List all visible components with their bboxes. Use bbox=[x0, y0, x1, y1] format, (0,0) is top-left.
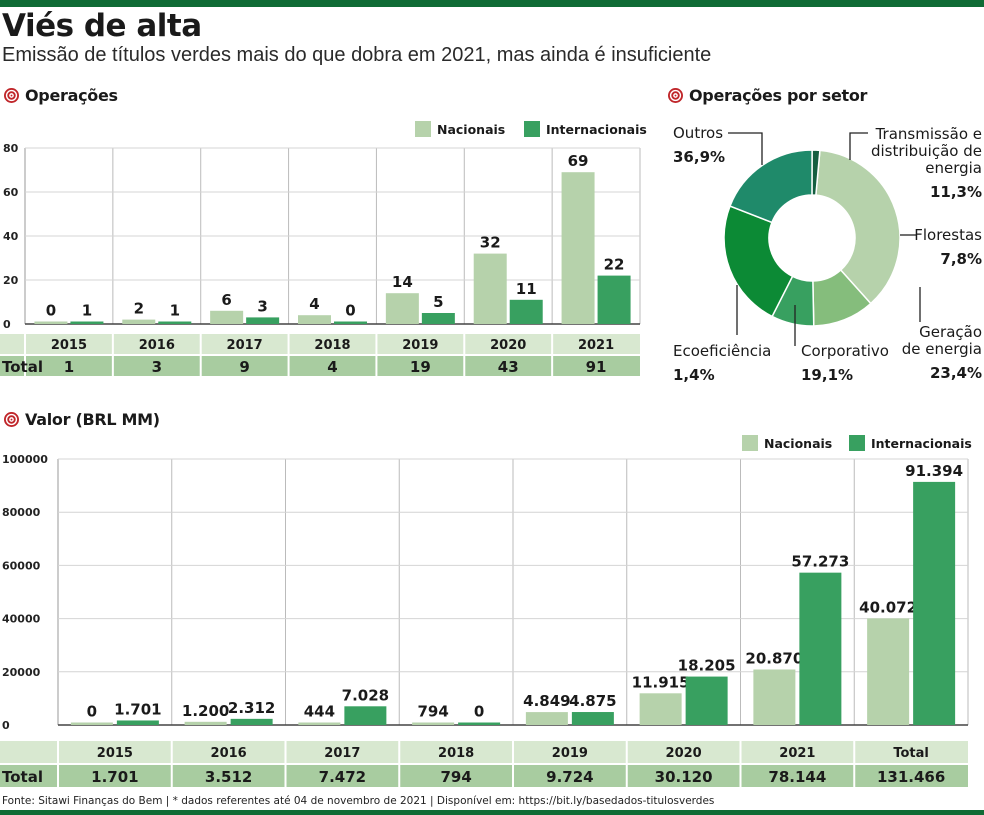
y-tick-label: 0 bbox=[3, 318, 11, 331]
data-label: 6 bbox=[221, 291, 231, 309]
bar-internacionais-2018 bbox=[334, 321, 367, 324]
data-label: 3 bbox=[257, 297, 267, 315]
data-label: 11 bbox=[516, 280, 537, 298]
bar-internacionais-2016 bbox=[158, 321, 192, 324]
legend-swatch-internacionais bbox=[524, 121, 540, 137]
legend-swatch-nacionais bbox=[415, 121, 431, 137]
total-value: 9 bbox=[239, 358, 249, 376]
total-row-bg bbox=[0, 356, 640, 376]
top-rule bbox=[0, 0, 984, 7]
bar-nacionais-2021 bbox=[561, 172, 595, 324]
x-tick-label: 2019 bbox=[402, 338, 438, 353]
bar-nacionais-2018 bbox=[298, 315, 331, 324]
total-value: 1 bbox=[64, 358, 74, 376]
data-label: 1 bbox=[170, 302, 180, 320]
x-tick-label: 2015 bbox=[51, 338, 87, 353]
section-valor-title: Valor (BRL MM) bbox=[25, 410, 160, 429]
x-tick-label: 2020 bbox=[490, 338, 526, 353]
data-label: 69 bbox=[568, 152, 589, 170]
data-label: 32 bbox=[480, 234, 501, 252]
bar-internacionais-2020 bbox=[509, 299, 543, 324]
legend-label-internacionais: Internacionais bbox=[546, 122, 647, 137]
bar-nacionais-2020 bbox=[473, 253, 507, 324]
y-tick-label: 40 bbox=[3, 230, 19, 243]
data-label: 22 bbox=[604, 256, 625, 274]
data-label: 4 bbox=[309, 295, 319, 313]
bar-internacionais-2017 bbox=[246, 317, 280, 324]
page-title: Viés de alta bbox=[2, 8, 202, 44]
source-note: Fonte: Sitawi Finanças do Bem | * dados … bbox=[2, 795, 715, 807]
data-label: 14 bbox=[392, 273, 413, 291]
total-row-label: Total bbox=[2, 358, 43, 376]
data-label: 5 bbox=[433, 293, 443, 311]
total-value: 4 bbox=[327, 358, 337, 376]
x-tick-label: 2018 bbox=[314, 338, 350, 353]
y-tick-label: 20 bbox=[3, 274, 19, 287]
y-tick-label: 80 bbox=[3, 142, 19, 155]
section-setor-heading: Operações por setor bbox=[668, 86, 867, 105]
section-operacoes-title: Operações bbox=[25, 86, 118, 105]
section-operacoes-heading: Operações bbox=[4, 86, 118, 105]
bottom-rule bbox=[0, 810, 984, 815]
bar-nacionais-2016 bbox=[122, 319, 156, 324]
x-tick-label: 2021 bbox=[578, 338, 614, 353]
bar-nacionais-2015 bbox=[34, 321, 68, 324]
section-valor-heading: Valor (BRL MM) bbox=[4, 410, 160, 429]
year-row-bg bbox=[0, 334, 640, 354]
x-tick-label: 2016 bbox=[139, 338, 175, 353]
bar-internacionais-2019 bbox=[421, 313, 455, 324]
data-label: 2 bbox=[134, 300, 144, 318]
total-value: 91 bbox=[586, 358, 607, 376]
total-value: 19 bbox=[410, 358, 431, 376]
bar-nacionais-2019 bbox=[385, 293, 419, 324]
page-subtitle: Emissão de títulos verdes mais do que do… bbox=[2, 44, 712, 66]
target-icon bbox=[4, 88, 19, 103]
target-icon bbox=[4, 412, 19, 427]
bar-internacionais-2015 bbox=[70, 321, 104, 324]
data-label: 0 bbox=[46, 302, 56, 320]
bar-internacionais-2021 bbox=[597, 275, 631, 324]
target-icon bbox=[668, 88, 683, 103]
data-label: 1 bbox=[82, 302, 92, 320]
x-tick-label: 2017 bbox=[227, 338, 263, 353]
total-value: 43 bbox=[498, 358, 519, 376]
data-label: 0 bbox=[345, 302, 355, 320]
legend-label-nacionais: Nacionais bbox=[437, 122, 505, 137]
bar-nacionais-2017 bbox=[210, 310, 244, 324]
total-value: 3 bbox=[152, 358, 162, 376]
y-tick-label: 60 bbox=[3, 186, 19, 199]
section-setor-title: Operações por setor bbox=[689, 86, 868, 105]
